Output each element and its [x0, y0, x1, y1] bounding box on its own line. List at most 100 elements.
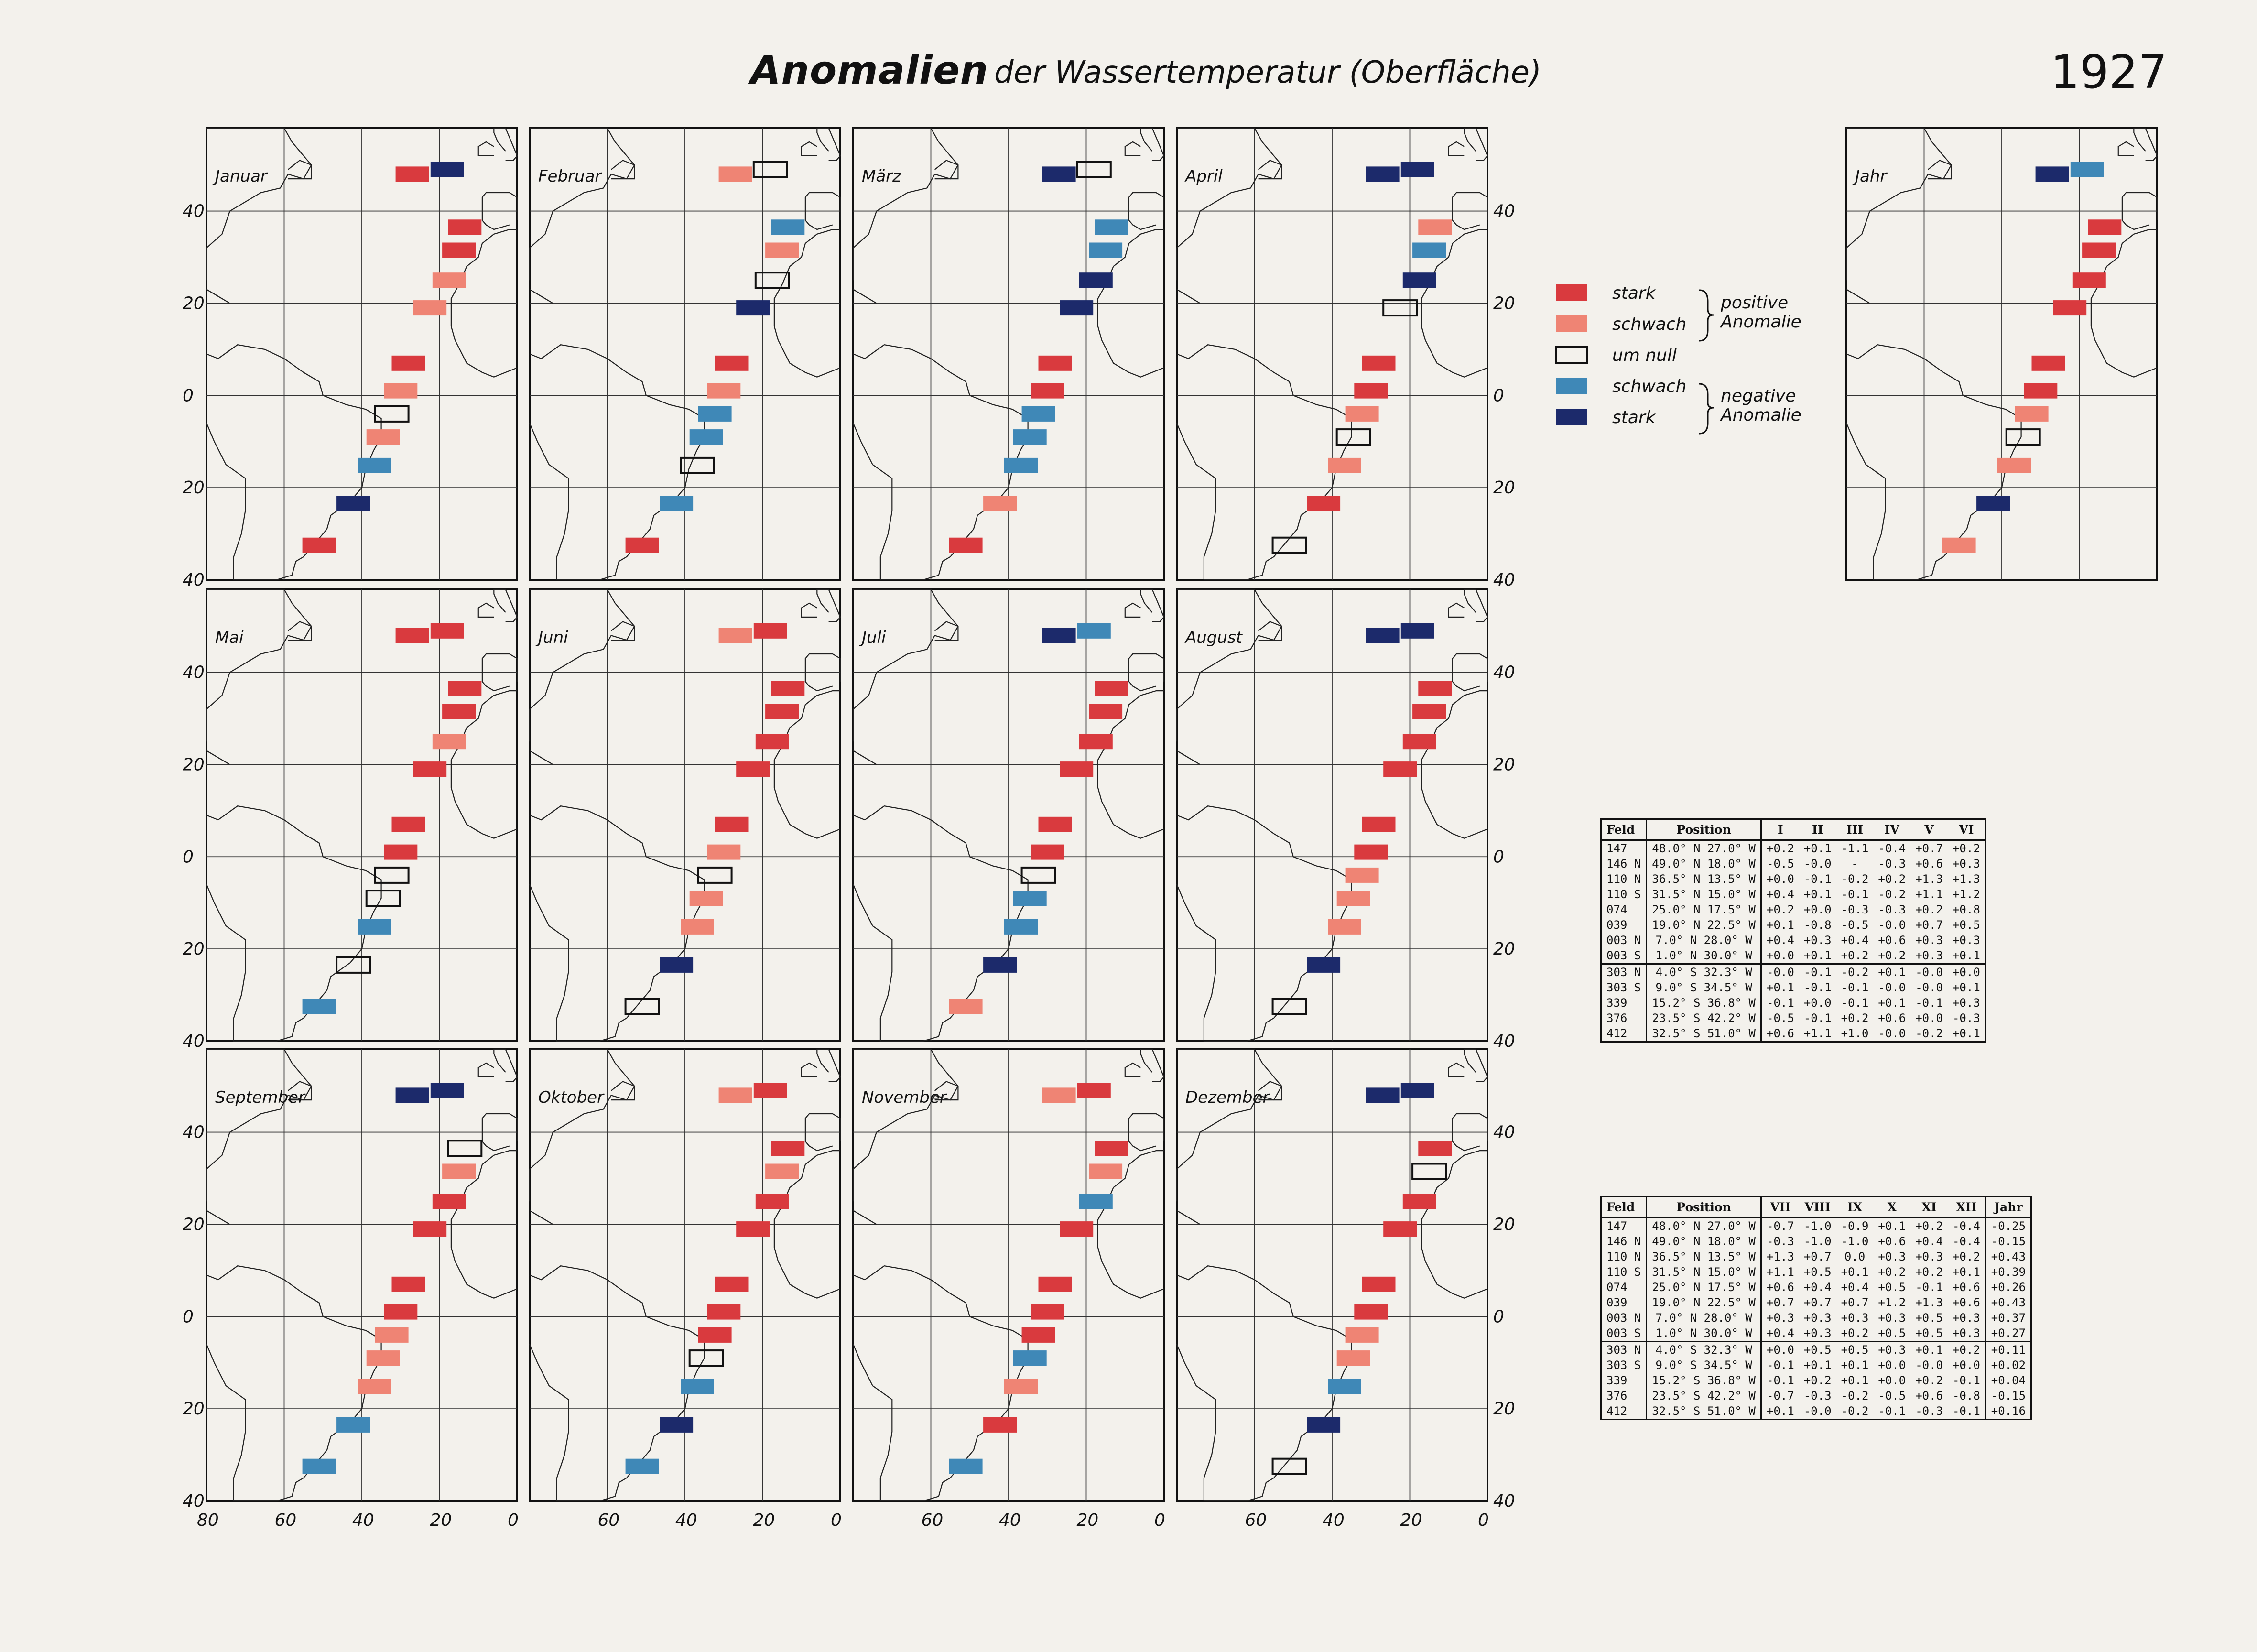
anomaly-box-303n: [697, 866, 733, 884]
coast-newfoundland: [610, 160, 635, 180]
coast-africa: [1421, 229, 1488, 378]
table-cell: +0.0: [1803, 996, 1832, 1010]
coast-iberia: [481, 653, 518, 692]
legend-brace-positive: [1699, 289, 1714, 342]
table-cell: -0.1: [1767, 1374, 1794, 1387]
anomaly-box-339: [681, 1379, 714, 1394]
anomaly-box-376: [336, 956, 371, 974]
anomaly-box-147: [1042, 166, 1076, 182]
table-cell: -: [1851, 857, 1858, 870]
anomaly-box-339: [1004, 1379, 1038, 1394]
table-cell: +0.0: [1878, 1374, 1906, 1387]
anomaly-box-376: [660, 1417, 694, 1433]
coast-caribbean: [1176, 1210, 1201, 1225]
table-cell: +0.0: [1767, 872, 1794, 886]
anomaly-box-110s: [442, 242, 476, 258]
anomaly-box-303s: [1013, 1350, 1047, 1366]
coast-africa: [773, 690, 841, 839]
anomaly-box-303s: [365, 890, 401, 907]
table-cell: -0.7: [1767, 1219, 1794, 1233]
coast-ireland: [1124, 1062, 1141, 1077]
coast-africa: [450, 229, 518, 378]
anomaly-box-110s: [1411, 1163, 1447, 1180]
coast-south-america: [206, 1265, 382, 1502]
table-cell: +0.1: [1803, 949, 1832, 962]
anomaly-box-039: [736, 761, 770, 777]
table-cell: +0.1: [1803, 842, 1832, 855]
anomaly-box-003n: [1362, 816, 1396, 832]
coast-iberia: [804, 1113, 841, 1152]
legend-swatch-sn: [1556, 409, 1587, 425]
anomaly-box-003n: [391, 816, 425, 832]
anomaly-box-303s: [688, 1349, 724, 1367]
coast-newfoundland: [934, 621, 959, 641]
table-cell: +0.2: [1878, 1265, 1906, 1279]
table-cell: -0.3: [1878, 857, 1906, 870]
table-cell: 15.2° S 36.8° W: [1646, 995, 1762, 1011]
lat-tick-label: 40: [1493, 1032, 1515, 1051]
anomaly-box-003s: [1354, 1304, 1388, 1320]
anomaly-box-110s: [765, 1163, 799, 1179]
anomaly-box-003n: [1362, 1276, 1396, 1292]
table-cell: -0.1: [1799, 963, 1836, 980]
table-cell: +0.3: [1803, 1311, 1832, 1325]
anomaly-box-110n: [1095, 219, 1128, 235]
table-cell: +1.0: [1841, 1027, 1869, 1040]
coast-iberia: [1128, 192, 1165, 230]
table-cell: +0.4: [1767, 934, 1794, 947]
table-cell: +0.2: [1841, 949, 1869, 962]
anomaly-box-376: [336, 496, 370, 511]
table-cell: +0.7: [1803, 1296, 1832, 1309]
coast-caribbean: [853, 289, 877, 304]
coast-ireland: [477, 602, 494, 618]
table-cell: 146 N: [1601, 856, 1648, 871]
coast-south-america: [1176, 1265, 1352, 1502]
anomaly-box-039: [2053, 300, 2087, 316]
table-cell: +0.7: [1915, 842, 1943, 855]
table-cell: +0.6: [1878, 934, 1906, 947]
panel-month-label: Juni: [535, 628, 568, 647]
coast-britain: [1140, 588, 1165, 622]
coast-ireland: [1448, 1062, 1465, 1077]
table-cell: -0.3: [1952, 1011, 1980, 1025]
lat-tick-label: 40: [183, 1032, 205, 1051]
anomaly-box-412: [625, 1458, 659, 1474]
table-row: 376 23.5° S 42.2° W -0.5 -0.1 +0.2 +0.6 +0.0 -0…: [1601, 1011, 1986, 1026]
coast-south-america: [1845, 344, 2022, 581]
coast-south-america: [529, 1265, 705, 1502]
coast-ireland: [801, 1062, 817, 1077]
table-cell: 7.0° N 28.0° W: [1646, 1310, 1762, 1326]
lat-tick-label: 0: [183, 1307, 194, 1326]
table-cell: -0.1: [1803, 1011, 1832, 1025]
lat-tick-label: 0: [1493, 1307, 1504, 1326]
anomaly-box-339: [1004, 919, 1038, 935]
table-cell: -0.4: [1878, 842, 1906, 855]
anomaly-box-339: [681, 919, 714, 935]
table-header-cell: Position: [1646, 819, 1762, 841]
anomaly-box-303n: [374, 405, 410, 423]
coast-newfoundland: [287, 621, 312, 641]
anomaly-box-303s: [1013, 429, 1047, 445]
coast-iberia: [2121, 192, 2158, 230]
coast-north-america: [206, 1048, 312, 1202]
table-cell: +0.0: [1952, 1359, 1980, 1372]
anomaly-box-303s: [689, 891, 723, 906]
table-cell: +0.7: [1767, 1296, 1794, 1309]
coast-caribbean: [206, 750, 230, 765]
table-cell: +0.6: [1878, 1235, 1906, 1248]
coast-south-america: [852, 805, 1029, 1042]
table-cell: +1.1: [1767, 1265, 1794, 1279]
anomaly-box-339: [358, 919, 391, 935]
anomaly-box-003n: [1038, 1276, 1072, 1292]
anomaly-box-303s: [1336, 1350, 1370, 1366]
anomaly-box-412: [949, 1458, 983, 1474]
anomaly-box-303n: [1345, 867, 1379, 883]
table-cell: +0.5: [1878, 1326, 1906, 1340]
anomaly-box-074: [755, 1194, 789, 1209]
anomaly-box-412: [302, 537, 336, 553]
map-panel-11: Dezember: [1176, 1048, 1488, 1502]
anomaly-box-003n: [1038, 816, 1072, 832]
coast-britain: [1140, 1048, 1165, 1082]
coast-newfoundland: [934, 160, 959, 180]
anomaly-box-376: [1976, 496, 2010, 511]
